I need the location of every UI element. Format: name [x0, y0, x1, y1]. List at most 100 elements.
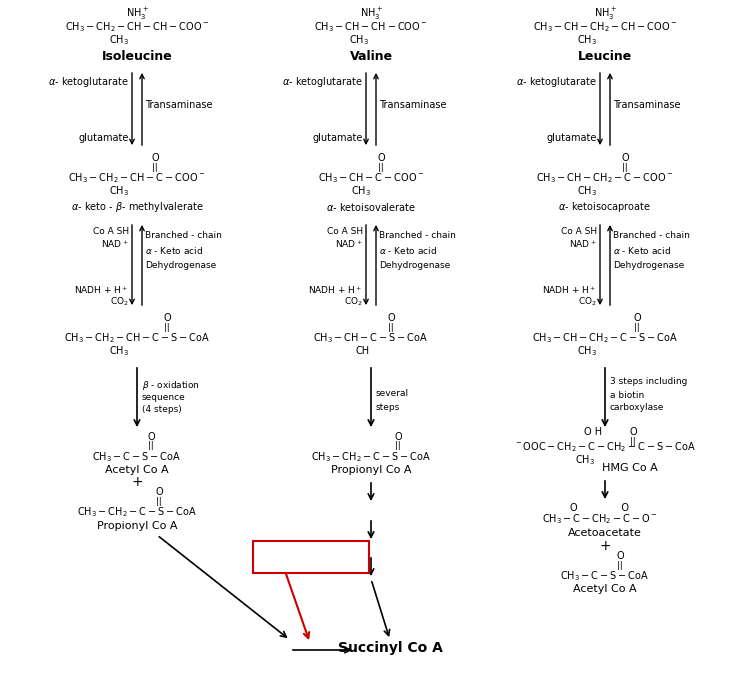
Text: ||: ||: [156, 496, 162, 505]
FancyBboxPatch shape: [253, 541, 369, 573]
Text: Acetyl Co A: Acetyl Co A: [573, 584, 637, 594]
Text: steps: steps: [376, 402, 400, 412]
Text: Branched - chain: Branched - chain: [379, 230, 456, 239]
Text: CO$_2$: CO$_2$: [344, 295, 363, 308]
Text: O: O: [616, 551, 624, 561]
Text: Propionyl Co A: Propionyl Co A: [96, 521, 177, 531]
Text: $\alpha$- ketoisocaproate: $\alpha$- ketoisocaproate: [559, 200, 651, 214]
Text: sequence: sequence: [142, 393, 186, 402]
Text: (4 steps): (4 steps): [142, 405, 182, 414]
Text: $\mathregular{NH_3^+}$: $\mathregular{NH_3^+}$: [360, 6, 382, 22]
Text: $\alpha$- ketoglutarate: $\alpha$- ketoglutarate: [48, 75, 129, 89]
Text: $\mathregular{CH_3-CH-CH_2-CH-COO^-}$: $\mathregular{CH_3-CH-CH_2-CH-COO^-}$: [533, 20, 677, 34]
Text: O: O: [163, 313, 171, 323]
Text: several: several: [376, 389, 409, 398]
Text: O: O: [151, 153, 159, 163]
Text: $\mathregular{CH_3-CH_2-CH-C-S-CoA}$: $\mathregular{CH_3-CH_2-CH-C-S-CoA}$: [64, 331, 210, 345]
Text: $\mathregular{CH_3-CH-CH_2-C-S-CoA}$: $\mathregular{CH_3-CH-CH_2-C-S-CoA}$: [532, 331, 678, 345]
Text: Leucine: Leucine: [578, 50, 632, 64]
Text: Propionyl Co A: Propionyl Co A: [331, 465, 411, 475]
Text: ||: ||: [622, 162, 628, 172]
Text: Branched - chain: Branched - chain: [145, 230, 222, 239]
Text: ||: ||: [630, 437, 636, 445]
Text: Isoleucine: Isoleucine: [102, 50, 172, 64]
Text: glutamate: glutamate: [79, 133, 129, 143]
Text: ||: ||: [395, 442, 401, 451]
Text: $\mathregular{CH_3}$: $\mathregular{CH_3}$: [351, 184, 371, 198]
Text: a biotin: a biotin: [610, 391, 644, 400]
Text: Succinyl Co A: Succinyl Co A: [338, 641, 442, 655]
Text: $\mathregular{CH_3-C-S-CoA}$: $\mathregular{CH_3-C-S-CoA}$: [93, 450, 182, 464]
Text: $\mathregular{CH_3-CH-C-COO^-}$: $\mathregular{CH_3-CH-C-COO^-}$: [318, 171, 424, 185]
Text: Co A SH: Co A SH: [327, 228, 363, 237]
Text: O: O: [633, 313, 641, 323]
Text: $\mathregular{CH_3-CH_2-C-S-CoA}$: $\mathregular{CH_3-CH_2-C-S-CoA}$: [311, 450, 431, 464]
Text: $\mathregular{CH_3}$: $\mathregular{CH_3}$: [349, 33, 369, 47]
Text: Dehydrogenase: Dehydrogenase: [379, 260, 450, 270]
Text: NAD$^+$: NAD$^+$: [569, 238, 597, 250]
Text: Dehydrogenase: Dehydrogenase: [145, 260, 216, 270]
Text: $\alpha$- ketoglutarate: $\alpha$- ketoglutarate: [516, 75, 597, 89]
Text: $\mathregular{^-OOC-CH_2-C-CH_2-C-S-CoA}$: $\mathregular{^-OOC-CH_2-C-CH_2-C-S-CoA}…: [514, 440, 696, 454]
Text: ||: ||: [164, 323, 170, 332]
Text: +: +: [600, 539, 611, 553]
Text: Transaminase: Transaminase: [379, 100, 447, 110]
Text: O: O: [394, 432, 402, 442]
Text: CO$_2$: CO$_2$: [110, 295, 129, 308]
Text: NADH + H$^+$: NADH + H$^+$: [542, 284, 597, 296]
Text: $\mathregular{CH_3}$: $\mathregular{CH_3}$: [577, 184, 597, 198]
Text: $\mathregular{CH_3}$: $\mathregular{CH_3}$: [577, 344, 597, 358]
Text: ||: ||: [388, 323, 394, 332]
Text: Acetoacetate: Acetoacetate: [568, 528, 642, 538]
Text: ||: ||: [378, 162, 384, 172]
Text: $\mathregular{NH_3^+}$: $\mathregular{NH_3^+}$: [594, 6, 617, 22]
Text: HMG Co A: HMG Co A: [602, 463, 658, 473]
Text: O              O: O O: [571, 503, 629, 513]
Text: $\alpha$ - Keto acid: $\alpha$ - Keto acid: [379, 244, 437, 256]
Text: O: O: [377, 153, 385, 163]
Text: $\mathregular{CH_3-CH-C-S-CoA}$: $\mathregular{CH_3-CH-C-S-CoA}$: [313, 331, 429, 345]
Text: $\alpha$ - Keto acid: $\alpha$ - Keto acid: [613, 244, 671, 256]
Text: CH: CH: [356, 346, 370, 356]
Text: $\mathregular{CH_3-CH-CH_2-C-COO^-}$: $\mathregular{CH_3-CH-CH_2-C-COO^-}$: [536, 171, 674, 185]
Text: CO$_2$: CO$_2$: [578, 295, 597, 308]
Text: Transaminase: Transaminase: [613, 100, 680, 110]
Text: $\mathregular{CH_3}$: $\mathregular{CH_3}$: [575, 453, 595, 467]
Text: ||: ||: [634, 323, 640, 332]
Text: O: O: [387, 313, 395, 323]
Text: $\beta$ - oxidation: $\beta$ - oxidation: [142, 379, 200, 391]
Text: $\alpha$- keto - $\beta$- methylvalerate: $\alpha$- keto - $\beta$- methylvalerate: [70, 200, 203, 214]
Text: glutamate: glutamate: [547, 133, 597, 143]
Text: NAD$^+$: NAD$^+$: [101, 238, 129, 250]
Text: O: O: [621, 153, 628, 163]
Text: Requires Vitamin B$_{12}$: Requires Vitamin B$_{12}$: [259, 550, 363, 564]
Text: 3 steps including: 3 steps including: [610, 377, 687, 386]
Text: $\alpha$- ketoisovalerate: $\alpha$- ketoisovalerate: [326, 201, 416, 213]
Text: $\mathregular{CH_3}$: $\mathregular{CH_3}$: [109, 184, 129, 198]
Text: $\mathregular{CH_3}$: $\mathregular{CH_3}$: [109, 344, 129, 358]
Text: Branched - chain: Branched - chain: [613, 230, 690, 239]
Text: Transaminase: Transaminase: [145, 100, 212, 110]
Text: $\mathregular{CH_3-CH-CH-COO^-}$: $\mathregular{CH_3-CH-CH-COO^-}$: [314, 20, 428, 34]
Text: ||: ||: [617, 561, 623, 570]
Text: $\mathregular{CH_3-CH_2-C-S-CoA}$: $\mathregular{CH_3-CH_2-C-S-CoA}$: [77, 505, 197, 519]
Text: NADH + H$^+$: NADH + H$^+$: [309, 284, 363, 296]
Text: $\alpha$ - Keto acid: $\alpha$ - Keto acid: [145, 244, 203, 256]
Text: $\mathregular{CH_3-CH_2-CH-C-COO^-}$: $\mathregular{CH_3-CH_2-CH-C-COO^-}$: [68, 171, 206, 185]
Text: $\mathregular{NH_3^+}$: $\mathregular{NH_3^+}$: [125, 6, 148, 22]
Text: carboxylase: carboxylase: [610, 403, 664, 412]
Text: Acetyl Co A: Acetyl Co A: [105, 465, 169, 475]
Text: O: O: [155, 487, 162, 497]
Text: $\alpha$- ketoglutarate: $\alpha$- ketoglutarate: [283, 75, 363, 89]
Text: O H: O H: [584, 427, 602, 437]
Text: NADH + H$^+$: NADH + H$^+$: [74, 284, 129, 296]
Text: glutamate: glutamate: [312, 133, 363, 143]
Text: O: O: [147, 432, 155, 442]
Text: O: O: [629, 427, 637, 437]
Text: +: +: [131, 475, 142, 489]
Text: NAD$^+$: NAD$^+$: [335, 238, 363, 250]
Text: ||: ||: [152, 162, 158, 172]
Text: $\mathregular{CH_3-C-S-CoA}$: $\mathregular{CH_3-C-S-CoA}$: [560, 569, 649, 583]
Text: Valine: Valine: [349, 50, 393, 64]
Text: Co A SH: Co A SH: [561, 228, 597, 237]
